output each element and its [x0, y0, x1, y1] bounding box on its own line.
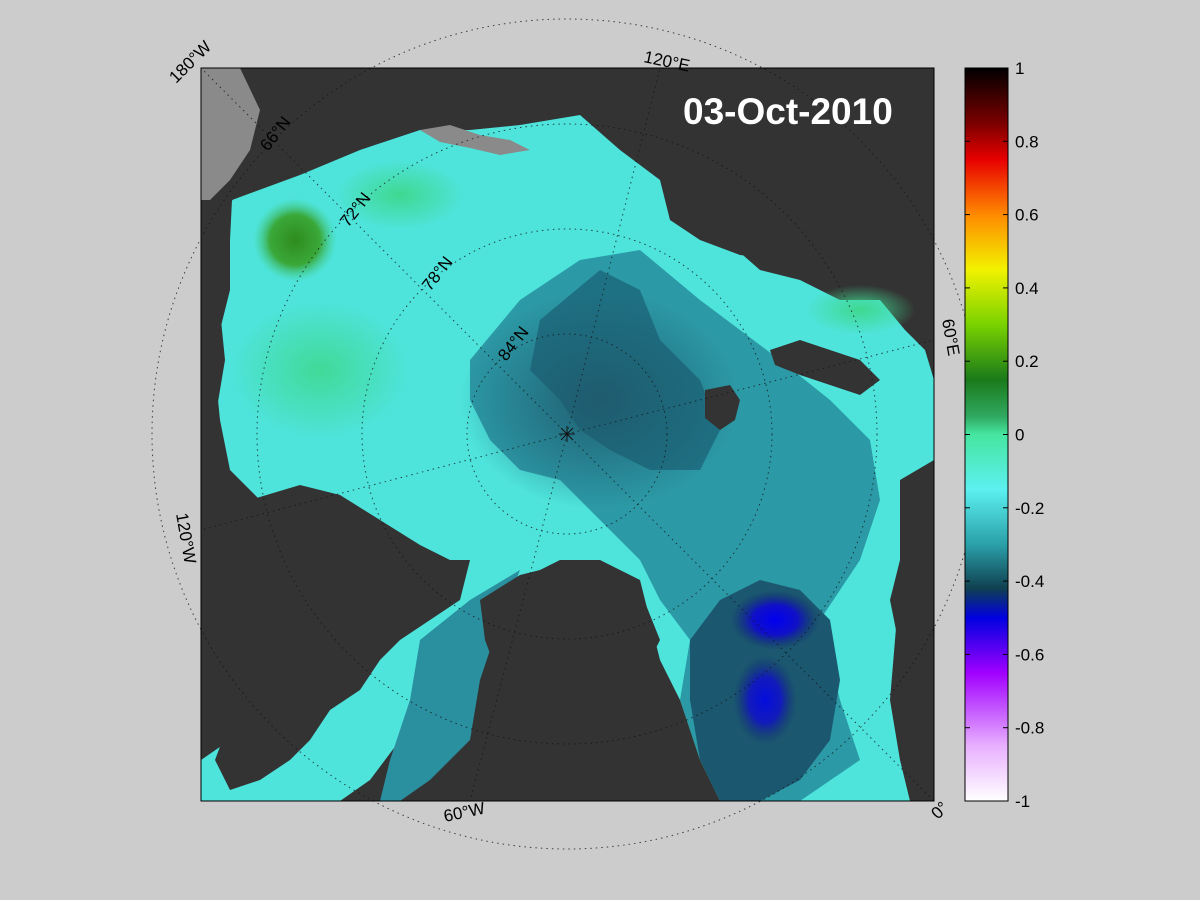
greenland [480, 560, 720, 801]
colorbar-ticks: 1 0.8 0.6 0.4 0.2 0 -0.2 -0.4 -0.6 -0.8 -1 [965, 59, 1044, 811]
colorbar-tick-label: 0.4 [1015, 279, 1039, 298]
blue-anomaly-north [730, 590, 820, 650]
map-frame [200, 67, 935, 802]
meridian-label-60w: 60°W [442, 799, 487, 826]
map-panel [201, 68, 934, 801]
svalbard [705, 385, 740, 430]
green-anomaly [253, 198, 337, 282]
scandinavia [890, 460, 934, 801]
colorbar-tick-label: 0.6 [1015, 206, 1039, 225]
colorbar-gradient [964, 67, 1009, 802]
mint-region-west [230, 300, 410, 440]
meridian-label-0: 0° [927, 798, 952, 823]
meridian-label-120w: 120°W [172, 511, 200, 565]
parallel-78n [361, 228, 773, 640]
colorbar-tick-label: 0.8 [1015, 132, 1039, 151]
colorbar-tick-label: -0.2 [1015, 499, 1044, 518]
meridian-120e [566, 67, 661, 435]
date-label: 03-Oct-2010 [683, 91, 893, 132]
pole-marker [559, 426, 575, 442]
colorbar-tick-label: -0.4 [1015, 572, 1044, 591]
mint-region-north [335, 160, 465, 230]
meridian-0 [566, 433, 935, 802]
colorbar: 1 0.8 0.6 0.4 0.2 0 -0.2 -0.4 -0.6 -0.8 -1 [964, 59, 1044, 811]
colorbar-tick-label: -0.6 [1015, 645, 1044, 664]
franz-josef-land [770, 340, 880, 395]
novaya-zemlya [660, 175, 800, 260]
basin-shading [460, 290, 740, 510]
meridian-label-60e: 60°E [938, 317, 963, 357]
parallel-72n [256, 123, 878, 745]
mint-region-east [805, 285, 915, 335]
siberian-coast [590, 68, 934, 280]
colorbar-tick-label: 0 [1015, 426, 1024, 445]
colorbar-tick-label: 0.2 [1015, 352, 1039, 371]
blue-anomaly-south [733, 655, 797, 745]
ice-shelf-north [420, 125, 530, 155]
alaska-west-coast [201, 300, 240, 500]
parallel-84n [466, 333, 668, 535]
ice-shelf-west [201, 68, 260, 200]
colorbar-tick-label: -1 [1015, 792, 1030, 811]
colorbar-tick-label: 1 [1015, 59, 1024, 78]
meridian-180 [200, 67, 568, 435]
alaska-chukotka [201, 68, 470, 270]
colorbar-tick-label: -0.8 [1015, 719, 1044, 738]
